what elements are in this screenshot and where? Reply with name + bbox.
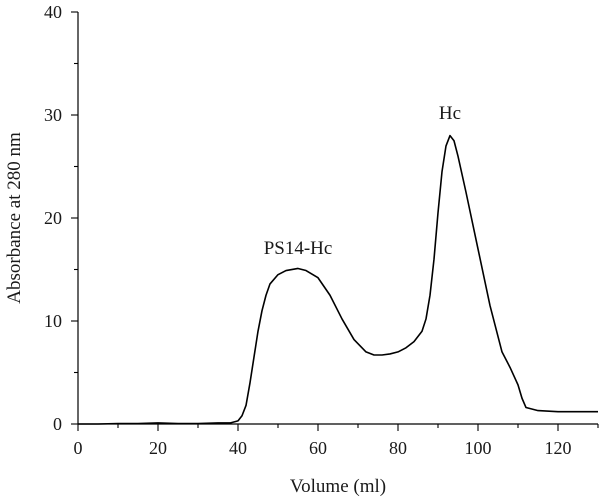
absorbance-curve [78,134,598,425]
peak-label: Hc [439,103,461,124]
y-tick-label: 30 [44,105,62,125]
x-tick-label: 80 [389,438,407,458]
y-tick-label: 10 [44,311,62,331]
y-tick-label: 40 [44,2,62,22]
y-tick-label: 20 [44,208,62,228]
x-tick-label: 120 [545,438,572,458]
y-tick-label: 0 [53,414,62,434]
x-tick-label: 0 [74,438,83,458]
y-axis-title: Absorbance at 280 nm [4,132,25,304]
axes [77,12,598,425]
x-axis-ticks: 0 20 40 60 80 100 120 [74,424,599,458]
x-tick-label: 60 [309,438,327,458]
y-axis-ticks: 0 10 20 30 40 [44,2,78,434]
x-tick-label: 20 [149,438,167,458]
x-axis-title: Volume (ml) [290,476,386,497]
peak-label: PS14-Hc [264,238,333,259]
x-tick-label: 100 [465,438,492,458]
peak-annotations: PS14-Hc Hc [264,103,461,259]
x-tick-label: 40 [229,438,247,458]
